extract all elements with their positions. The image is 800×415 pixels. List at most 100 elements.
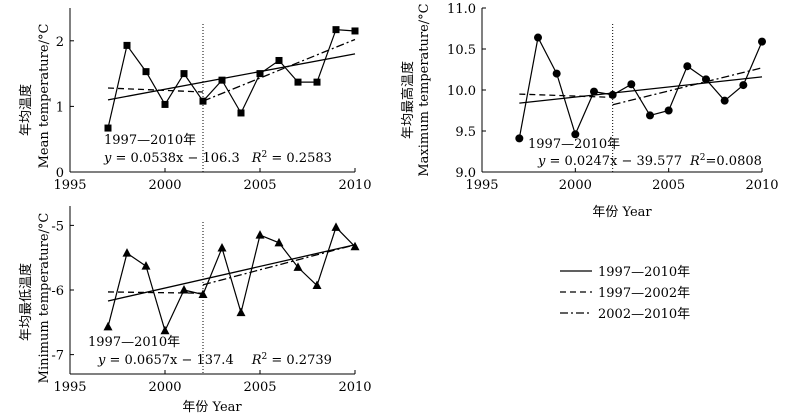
x-tick-label: 2010 [338,380,371,395]
data-point [141,261,151,270]
data-point [552,69,561,78]
ticks: 1995 2000 2005 2010 9.0 9.5 10.0 10.5 11.0 [447,2,779,193]
x-tick-label: 1995 [465,178,498,193]
trend-line-full [519,76,763,104]
y-axis-label-zh: 年均最高温度 [400,61,416,139]
y-tick-label: 0 [56,166,64,181]
data-point [313,78,321,86]
data-point [180,70,188,78]
annotation-equation: y = 0.0657x − 137.4 R2 = 0.2739 [97,352,332,368]
data-point [608,90,617,99]
trend-line-full [107,53,356,101]
annotation-equation: y = 0.0538x − 106.3 R2 = 0.2583 [103,150,332,166]
y-axis-label-en: Minimum temperature/°C [37,213,52,384]
data-point [122,248,132,257]
annotation-period: 1997—2010年 [104,133,196,148]
y-axis-label-en: Mean temperature/°C [37,24,52,169]
data-point [664,106,673,115]
y-tick-label: 9.0 [455,166,476,181]
panel-minimum-temperature: 1995 2000 2005 2010 -7 -6 -5 年均最低温度 Minimum te… [18,206,372,415]
y-tick-label: -6 [51,284,64,299]
legend: 1997—2010年 1997—2002年 2002—2010年 [560,265,690,322]
legend-label: 2002—2010年 [598,307,690,322]
data-point [627,80,636,89]
y-tick-label: 2 [56,35,64,50]
x-tick-label: 2010 [338,178,371,193]
data-point [161,100,169,108]
data-point [294,78,302,86]
trend-line-late [202,244,356,286]
trend-line-late [202,38,356,102]
y-axis-label-zh: 年均温度 [18,84,34,136]
y-tick-label: 11.0 [447,2,476,17]
data-point [123,41,131,49]
annotation-equation: y = 0.0247x − 39.577 R2=0.0808 [537,153,762,169]
data-point [217,243,227,252]
data-point [646,111,654,120]
x-axis-label: 年份 Year [182,400,242,415]
x-tick-label: 2000 [559,178,592,193]
x-tick-label: 2005 [243,380,276,395]
data-series [104,26,359,132]
data-point [293,262,303,271]
ticks: 1995 2000 2005 2010 -7 -6 -5 [51,219,371,395]
x-tick-label: 2005 [652,178,685,193]
data-point [179,285,189,294]
y-axis-label-zh: 年均最低温度 [18,263,34,341]
data-point [274,237,284,247]
trend-lines [519,67,763,106]
data-point [683,62,692,71]
legend-label: 1997—2002年 [598,286,690,301]
data-point [332,26,340,34]
trend-line-early [107,291,204,294]
data-point [720,96,729,105]
series-line [518,35,763,139]
y-tick-label: -7 [51,349,64,364]
data-point [534,33,542,42]
y-tick-label: 9.5 [455,125,476,140]
x-tick-label: 2005 [243,178,276,193]
data-point [758,37,766,46]
data-point [256,70,264,78]
data-point [515,134,524,143]
x-tick-label: 1995 [53,178,86,193]
data-point [275,56,283,64]
data-series [515,33,766,143]
trend-line-late [612,67,763,106]
trend-line-early [519,93,613,99]
y-tick-label: 10.5 [447,43,476,58]
x-tick-label: 1995 [53,380,86,395]
x-tick-label: 2010 [745,178,778,193]
trend-line-full [107,244,356,302]
data-point [218,76,226,84]
data-point [237,109,245,117]
data-point [255,230,265,239]
panel-maximum-temperature: 1995 2000 2005 2010 9.0 9.5 10.0 10.5 11.0 年均最高温… [400,2,779,220]
ticks: 1995 2000 2005 2010 0 1 2 [53,35,371,193]
annotation-period: 1997—2010年 [528,137,620,152]
annotation-period: 1997—2010年 [88,335,180,350]
data-point [198,289,208,299]
data-point [312,280,322,289]
data-point [142,68,150,76]
trend-lines [107,244,356,302]
x-axis-label: 年份 Year [592,205,652,220]
data-point [351,27,359,35]
data-point [571,130,580,139]
data-point [104,124,112,132]
y-tick-label: 1 [56,100,64,115]
series-line [107,226,356,333]
data-point [236,307,246,317]
x-tick-label: 2000 [148,380,181,395]
y-tick-label: -5 [51,219,64,234]
data-point [103,321,113,331]
data-point [331,222,341,231]
data-point [350,241,360,251]
y-tick-label: 10.0 [447,84,476,99]
x-tick-label: 2000 [148,178,181,193]
panel-mean-temperature: 1995 2000 2005 2010 0 1 2 年均温度 Mean temperatur… [18,8,372,193]
data-series [103,222,360,335]
data-point [590,87,598,96]
trend-line-early [107,87,204,93]
